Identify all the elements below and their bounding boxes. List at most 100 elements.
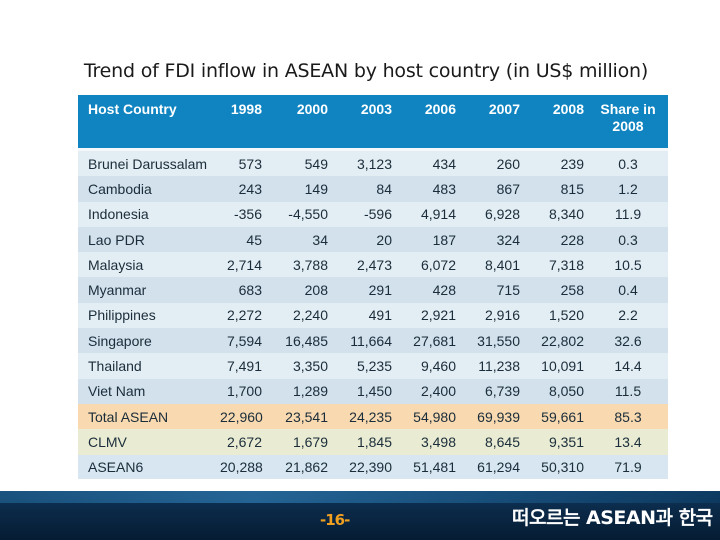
table-cell: 11,664 bbox=[350, 332, 392, 349]
table-cell: 22,960 bbox=[220, 408, 263, 425]
table-row-myanmar: Myanmar 683 208 291 428 715 258 0.4 bbox=[78, 277, 668, 303]
table-row-thailand: Thailand 7,491 3,350 5,235 9,460 11,238 10,091… bbox=[78, 353, 668, 379]
table-cell: 31,550 bbox=[477, 332, 520, 349]
page-number: -16- bbox=[320, 511, 350, 529]
header-2006: 2006 bbox=[424, 101, 456, 117]
table-cell: 5,235 bbox=[356, 358, 392, 375]
table-row-viet-nam: Viet Nam 1,700 1,289 1,450 2,400 6,739 8,050 11… bbox=[78, 378, 668, 404]
header-2008: 2008 bbox=[552, 101, 584, 117]
row-label: Indonesia bbox=[88, 206, 149, 223]
table-cell: 8,050 bbox=[548, 383, 584, 400]
table-cell: 243 bbox=[238, 180, 262, 197]
row-label: Total ASEAN bbox=[88, 408, 169, 425]
table-cell: 20,288 bbox=[220, 459, 263, 476]
table-cell: 1,450 bbox=[356, 383, 392, 400]
table-cell: 8,401 bbox=[484, 256, 520, 273]
table-cell: 2,272 bbox=[226, 307, 262, 324]
table-cell: 45 bbox=[246, 231, 262, 248]
table-cell: 1.2 bbox=[618, 180, 638, 197]
table-cell: 0.3 bbox=[618, 231, 638, 248]
table-cell: 3,123 bbox=[356, 155, 392, 172]
row-label: CLMV bbox=[88, 433, 127, 450]
table-cell: 61,294 bbox=[477, 459, 520, 476]
table-body: Brunei Darussalam 573 549 3,123 434 260 239 0.3… bbox=[78, 151, 668, 479]
table-cell: 14.4 bbox=[614, 358, 642, 375]
table-cell: 9,351 bbox=[548, 433, 584, 450]
table-cell: 8,645 bbox=[484, 433, 520, 450]
table-cell: 434 bbox=[432, 155, 456, 172]
table-cell: 16,485 bbox=[285, 332, 328, 349]
table-cell: 7,491 bbox=[226, 358, 262, 375]
table-cell: 291 bbox=[368, 282, 392, 299]
table-cell: 69,939 bbox=[477, 408, 520, 425]
table-row-brunei: Brunei Darussalam 573 549 3,123 434 260 239 0.3 bbox=[78, 151, 668, 177]
table-cell: 20 bbox=[376, 231, 392, 248]
table-cell: 483 bbox=[432, 180, 456, 197]
table-cell: 0.3 bbox=[618, 155, 638, 172]
table-cell: 11,238 bbox=[478, 358, 520, 375]
header-separator bbox=[78, 148, 668, 151]
table-cell: 2,400 bbox=[420, 383, 456, 400]
table-cell: 1,700 bbox=[226, 383, 262, 400]
table-row-clmv: CLMV 2,672 1,679 1,845 3,498 8,645 9,351 13.4 bbox=[78, 429, 668, 455]
header-share-2008: Share in 2008 bbox=[600, 101, 656, 134]
row-label: Singapore bbox=[88, 332, 152, 349]
header-2007: 2007 bbox=[488, 101, 520, 117]
table-cell: 59,661 bbox=[541, 408, 584, 425]
table-cell: -596 bbox=[363, 206, 392, 223]
table-cell: 27,681 bbox=[413, 332, 456, 349]
table-cell: 3,788 bbox=[292, 256, 328, 273]
table-row-lao-pdr: Lao PDR 45 34 20 187 324 228 0.3 bbox=[78, 226, 668, 253]
table-cell: 3,498 bbox=[420, 433, 456, 450]
table-cell: 51,481 bbox=[413, 459, 456, 476]
table-cell: 2,473 bbox=[356, 256, 392, 273]
row-label: Philippines bbox=[88, 307, 156, 324]
table-cell: 2,672 bbox=[226, 433, 262, 450]
table-cell: 13.4 bbox=[614, 433, 642, 450]
table-cell: 715 bbox=[496, 282, 520, 299]
table-cell: 491 bbox=[368, 307, 392, 324]
table-cell: 22,802 bbox=[541, 332, 584, 349]
table-cell: 24,235 bbox=[349, 408, 392, 425]
table-cell: 867 bbox=[496, 180, 520, 197]
table-cell: 71.9 bbox=[614, 459, 642, 476]
table-row-cambodia: Cambodia 243 149 84 483 867 815 1.2 bbox=[78, 176, 668, 202]
table-cell: 815 bbox=[560, 180, 584, 197]
header-host-country: Host Country bbox=[88, 101, 177, 117]
table-cell: 428 bbox=[432, 282, 456, 299]
table-cell: 6,928 bbox=[484, 206, 520, 223]
table-cell: 228 bbox=[560, 231, 584, 248]
table-cell: 10.5 bbox=[614, 256, 642, 273]
table-cell: 0.4 bbox=[618, 282, 638, 299]
table-cell: 187 bbox=[432, 231, 456, 248]
table-cell: 2,921 bbox=[420, 307, 456, 324]
table-cell: 1,520 bbox=[548, 307, 584, 324]
table-cell: 6,739 bbox=[484, 383, 520, 400]
fdi-table: Host Country 1998 2000 2003 2006 2007 20… bbox=[78, 95, 668, 479]
table-cell: 3,350 bbox=[292, 358, 328, 375]
header-2003: 2003 bbox=[360, 101, 392, 117]
table-cell: 4,914 bbox=[420, 206, 456, 223]
table-row-asean6: ASEAN6 20,288 21,862 22,390 51,481 61,294 50,3… bbox=[78, 454, 668, 479]
table-cell: -356 bbox=[233, 206, 262, 223]
table-cell: 2.2 bbox=[618, 307, 638, 324]
row-label: Viet Nam bbox=[88, 383, 146, 400]
table-cell: 1,289 bbox=[292, 383, 328, 400]
table-cell: 34 bbox=[312, 231, 328, 248]
table-cell: 21,862 bbox=[285, 459, 328, 476]
row-label: Myanmar bbox=[88, 282, 147, 299]
table-cell: 50,310 bbox=[541, 459, 584, 476]
header-1998: 1998 bbox=[230, 101, 262, 117]
row-label: Lao PDR bbox=[88, 231, 145, 248]
table-cell: 573 bbox=[238, 155, 262, 172]
table-header: Host Country 1998 2000 2003 2006 2007 20… bbox=[78, 95, 668, 151]
table-cell: 324 bbox=[496, 231, 520, 248]
table-row-malaysia: Malaysia 2,714 3,788 2,473 6,072 8,401 7,318 10… bbox=[78, 252, 668, 278]
table-row-singapore: Singapore 7,594 16,485 11,664 27,681 31,550 22… bbox=[78, 328, 668, 354]
row-label: Cambodia bbox=[88, 180, 152, 197]
table-cell: 208 bbox=[304, 282, 328, 299]
table-cell: 2,714 bbox=[226, 256, 262, 273]
header-row: Host Country 1998 2000 2003 2006 2007 20… bbox=[78, 95, 668, 148]
table-cell: 10,091 bbox=[541, 358, 584, 375]
table-cell: 7,318 bbox=[548, 256, 584, 273]
